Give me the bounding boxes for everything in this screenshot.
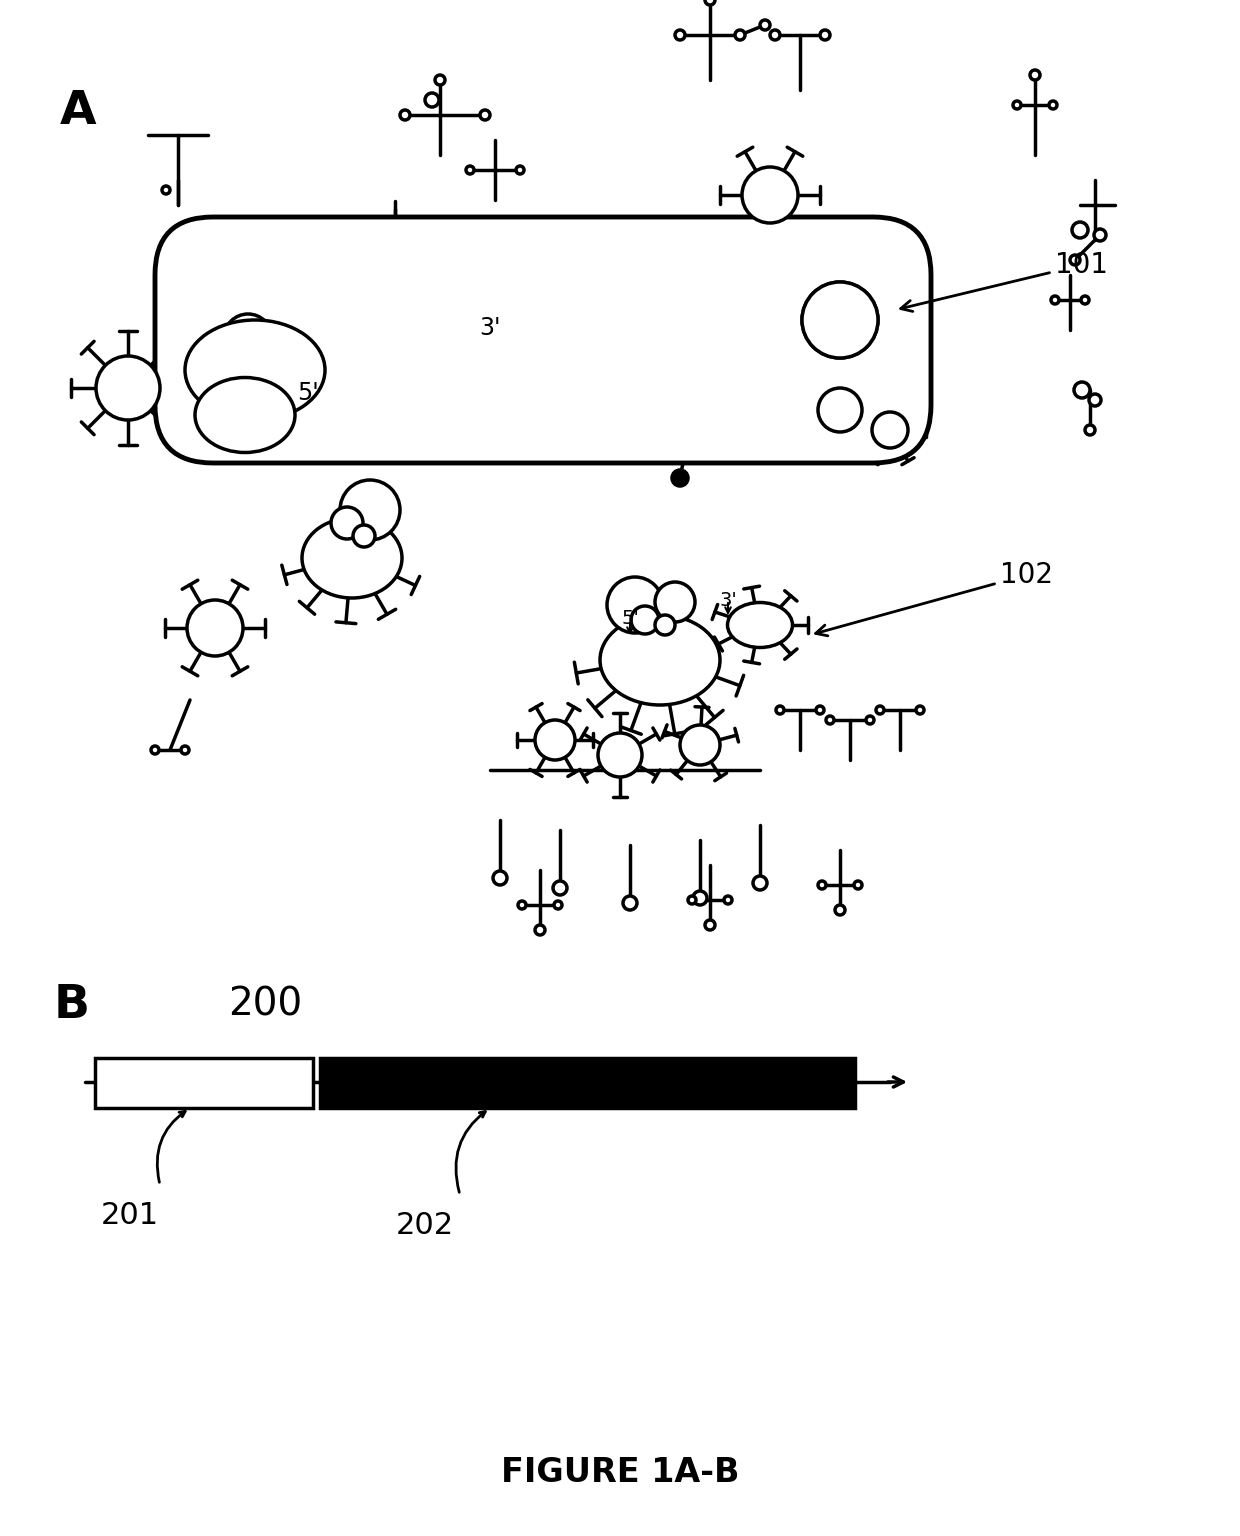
Text: B: B [53,983,91,1028]
Circle shape [753,876,768,889]
Circle shape [331,507,363,539]
Circle shape [425,94,439,108]
Bar [320,1058,856,1107]
Circle shape [818,882,826,889]
Circle shape [760,20,770,31]
Circle shape [1081,296,1089,304]
Text: FIGURE 1A-B: FIGURE 1A-B [501,1456,739,1488]
Circle shape [680,725,720,765]
Circle shape [693,891,707,905]
Circle shape [655,614,675,634]
Circle shape [622,895,637,909]
Circle shape [494,871,507,885]
Circle shape [553,882,567,895]
Circle shape [516,166,525,174]
Circle shape [655,582,694,622]
Circle shape [854,882,862,889]
Circle shape [742,167,799,223]
Text: 202: 202 [396,1210,454,1240]
Circle shape [706,920,715,929]
Circle shape [802,283,878,358]
Circle shape [1074,382,1090,398]
Circle shape [151,746,159,754]
Circle shape [1094,229,1106,241]
Circle shape [675,31,684,40]
Circle shape [706,0,715,5]
Circle shape [672,470,688,485]
Circle shape [340,479,401,541]
Text: 200: 200 [228,986,303,1025]
Circle shape [554,902,562,909]
Circle shape [872,412,908,449]
Text: 5': 5' [621,608,639,628]
Circle shape [820,31,830,40]
Text: 3': 3' [479,316,501,339]
Circle shape [401,111,410,120]
Circle shape [724,895,732,905]
Ellipse shape [303,518,402,598]
Circle shape [826,716,835,723]
Circle shape [802,283,878,358]
Circle shape [875,707,884,714]
Circle shape [373,223,417,267]
Circle shape [818,389,862,432]
Text: A: A [60,89,97,135]
Circle shape [1089,395,1101,406]
Text: 3': 3' [719,590,737,610]
Circle shape [735,31,745,40]
Circle shape [187,601,243,656]
Circle shape [518,902,526,909]
Circle shape [534,720,575,760]
Ellipse shape [185,319,325,419]
Circle shape [1073,223,1087,238]
Bar [95,1058,312,1107]
Circle shape [598,733,642,777]
Circle shape [866,716,874,723]
Circle shape [480,111,490,120]
Circle shape [816,707,825,714]
Circle shape [776,707,784,714]
Circle shape [534,925,546,935]
Circle shape [688,895,696,905]
Circle shape [181,746,188,754]
Ellipse shape [728,602,792,648]
Circle shape [1013,101,1021,109]
Circle shape [466,166,474,174]
Circle shape [596,409,604,416]
Text: 101: 101 [900,250,1109,312]
Circle shape [835,905,844,915]
Circle shape [1070,255,1080,266]
Circle shape [224,313,272,362]
Circle shape [1085,425,1095,435]
Ellipse shape [195,378,295,453]
Circle shape [608,578,663,633]
Circle shape [632,409,640,416]
Circle shape [916,707,924,714]
Text: 102: 102 [816,561,1053,636]
FancyBboxPatch shape [155,217,931,462]
Text: 5': 5' [298,381,319,406]
Circle shape [1052,296,1059,304]
Text: 201: 201 [100,1201,159,1229]
Circle shape [95,356,160,419]
Circle shape [435,75,445,84]
Ellipse shape [600,614,720,705]
Circle shape [353,525,374,547]
Circle shape [1030,71,1040,80]
Circle shape [631,607,658,634]
Circle shape [770,31,780,40]
Circle shape [1049,101,1056,109]
Circle shape [162,186,170,194]
